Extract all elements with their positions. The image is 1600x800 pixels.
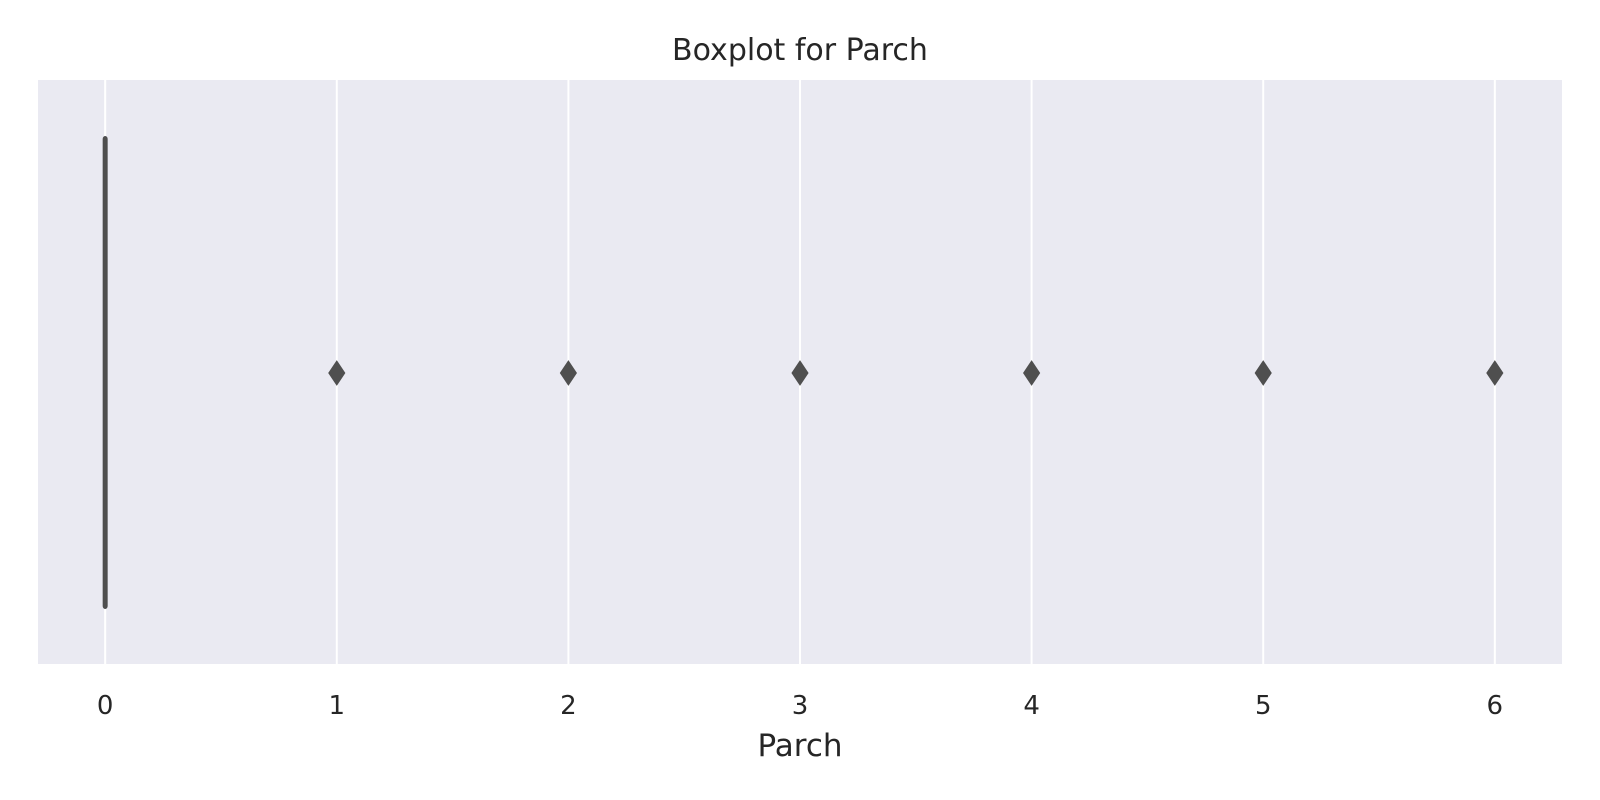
x-tick-label: 2 xyxy=(560,691,577,721)
outlier-point xyxy=(791,360,809,386)
chart-title: Boxplot for Parch xyxy=(672,33,928,68)
x-tick-label: 4 xyxy=(1023,691,1040,721)
x-tick-label: 1 xyxy=(329,691,346,721)
outlier-points xyxy=(328,360,1504,386)
outlier-point xyxy=(1486,360,1504,386)
x-tick-label: 5 xyxy=(1255,691,1272,721)
x-tick-label: 0 xyxy=(97,691,114,721)
outlier-point xyxy=(1023,360,1041,386)
x-tick-label: 6 xyxy=(1487,691,1504,721)
outlier-point xyxy=(1254,360,1272,386)
outlier-point xyxy=(559,360,577,386)
x-axis-label: Parch xyxy=(757,728,842,764)
x-tick-label: 3 xyxy=(792,691,809,721)
outlier-point xyxy=(328,360,346,386)
x-axis-ticks: 0 1 2 3 4 5 6 xyxy=(97,691,1503,721)
box-plot xyxy=(102,136,108,609)
